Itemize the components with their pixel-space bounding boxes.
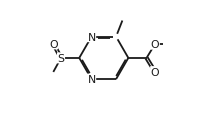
Text: O: O xyxy=(49,40,58,49)
Text: N: N xyxy=(87,75,96,84)
Text: N: N xyxy=(87,32,96,42)
Text: S: S xyxy=(57,53,65,63)
Text: O: O xyxy=(151,40,159,50)
Text: O: O xyxy=(151,67,159,77)
